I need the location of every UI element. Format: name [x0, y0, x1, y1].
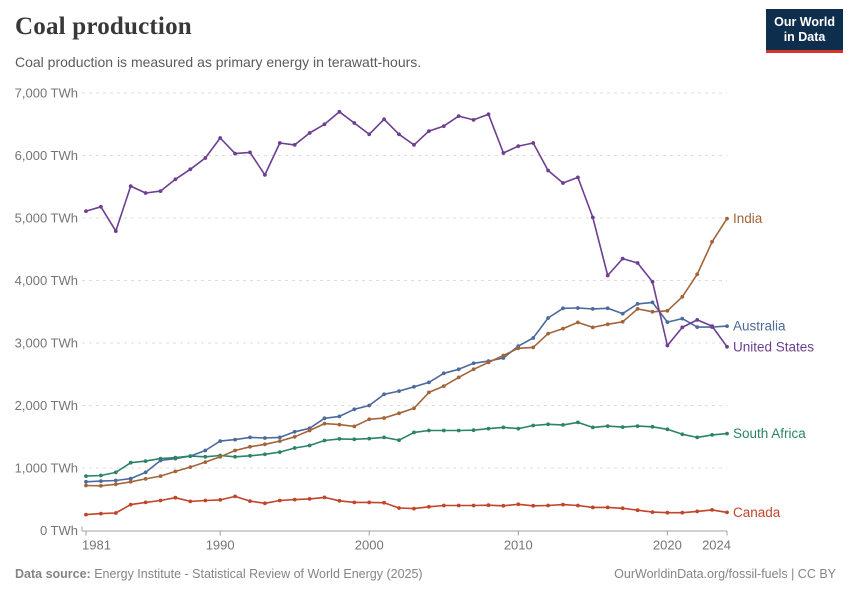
series-line-australia [85, 301, 728, 483]
y-tick-label: 7,000 TWh [15, 86, 78, 101]
series-line-canada [85, 495, 728, 516]
data-source-text: Energy Institute - Statistical Review of… [90, 567, 423, 581]
series-canada: Canada [84, 494, 781, 520]
series-label-canada: Canada [733, 505, 781, 520]
x-tick-label: 1990 [206, 538, 235, 553]
owid-logo-line1: Our World [774, 15, 835, 29]
series-label-united-states: United States [733, 339, 814, 354]
y-tick-label: 4,000 TWh [15, 273, 78, 288]
series-label-south-africa: South Africa [733, 426, 806, 441]
x-tick-label: 2024 [702, 538, 731, 553]
x-axis: 1981 1990 2000 2010 2020 2024 [81, 526, 731, 553]
data-source-note: Data source: Energy Institute - Statisti… [15, 567, 423, 581]
chart-footer: Data source: Energy Institute - Statisti… [15, 567, 836, 581]
owid-logo-line2: in Data [783, 29, 826, 44]
chart-subtitle: Coal production is measured as primary e… [15, 54, 422, 70]
credit-link[interactable]: OurWorldinData.org/fossil-fuels | CC BY [614, 567, 836, 581]
series-line-south-africa [85, 421, 728, 477]
y-tick-label: 6,000 TWh [15, 148, 78, 163]
chart-title: Coal production [15, 13, 192, 40]
series-line-united-states [85, 111, 728, 348]
series-united-states: United States [84, 109, 814, 354]
series-label-india: India [733, 211, 763, 226]
y-tick-label: 3,000 TWh [15, 336, 78, 351]
series-label-australia: Australia [733, 319, 786, 334]
x-tick-label: 1981 [82, 538, 111, 553]
y-gridlines [82, 92, 727, 469]
x-tick-label: 2020 [653, 538, 682, 553]
y-tick-label: 5,000 TWh [15, 211, 78, 226]
series-india: India [84, 211, 763, 488]
series-line-india [85, 218, 728, 487]
y-tick-label: 0 TWh [40, 523, 78, 538]
x-tick-label: 2000 [355, 538, 384, 553]
y-axis-labels: 0 TWh 1,000 TWh 2,000 TWh 3,000 TWh 4,000 TW… [15, 86, 78, 539]
x-tick-label: 2010 [504, 538, 533, 553]
series-south-africa: South Africa [84, 420, 806, 478]
owid-logo[interactable]: Our World in Data [766, 9, 843, 53]
y-tick-label: 2,000 TWh [15, 398, 78, 413]
data-source-label: Data source: [15, 567, 91, 581]
y-tick-label: 1,000 TWh [15, 461, 78, 476]
